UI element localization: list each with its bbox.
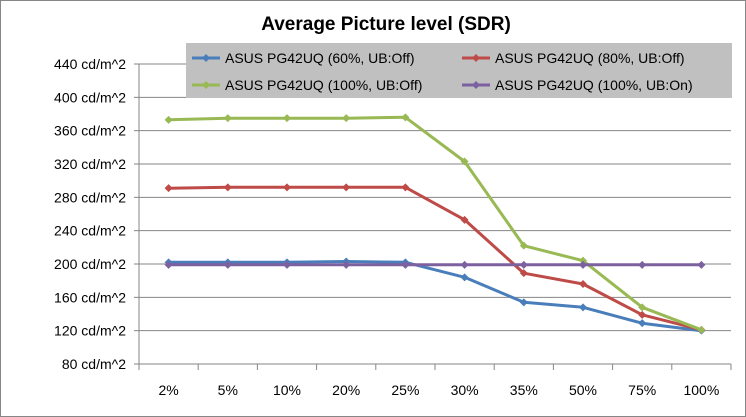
series-4	[164, 260, 706, 269]
data-point	[164, 115, 173, 124]
y-tick-label: 240 cd/m^2	[54, 223, 126, 239]
data-point	[638, 310, 647, 319]
y-tick-label: 280 cd/m^2	[54, 189, 126, 205]
x-tick-label: 25%	[391, 382, 419, 398]
axes	[134, 63, 732, 370]
legend-marker	[202, 81, 210, 89]
data-point	[283, 114, 291, 123]
data-point	[283, 183, 291, 192]
data-point	[342, 114, 351, 123]
series-1	[164, 257, 706, 335]
legend-label: ASUS PG42UQ (80%, UB:Off)	[495, 50, 685, 66]
y-tick-label: 440 cd/m^2	[54, 56, 126, 72]
data-point	[460, 157, 469, 166]
data-point	[164, 184, 173, 193]
x-tick-label: 75%	[628, 382, 656, 398]
y-tick-label: 80 cd/m^2	[62, 356, 126, 372]
data-point	[223, 260, 232, 269]
data-point	[223, 183, 232, 192]
x-tick-label: 30%	[451, 382, 479, 398]
data-point	[401, 113, 410, 122]
legend-item: ASUS PG42UQ (60%, UB:Off)	[192, 50, 415, 66]
data-point	[401, 183, 410, 192]
y-tick-label: 320 cd/m^2	[54, 156, 126, 172]
data-point	[579, 256, 587, 265]
legend-marker	[472, 54, 480, 62]
data-point	[697, 325, 706, 334]
legend-item: ASUS PG42UQ (80%, UB:Off)	[462, 50, 685, 66]
data-point	[579, 303, 587, 312]
data-point	[638, 260, 647, 269]
chart-title: Average Picture level (SDR)	[261, 14, 511, 35]
x-tick-label: 50%	[569, 382, 597, 398]
data-point	[638, 303, 647, 312]
data-point	[460, 260, 469, 269]
legend-box	[186, 43, 732, 98]
data-point	[342, 183, 351, 192]
data-point	[401, 260, 410, 269]
data-point	[519, 269, 528, 278]
legend-label: ASUS PG42UQ (60%, UB:Off)	[225, 50, 415, 66]
y-axis-tick-labels: 80 cd/m^2 120 cd/m^2 160 cd/m^2 200 cd/m^2 2…	[54, 56, 126, 372]
y-tick-label: 120 cd/m^2	[54, 323, 126, 339]
legend-label: ASUS PG42UQ (100%, UB:Off)	[225, 77, 422, 93]
data-point	[460, 215, 469, 224]
data-point	[519, 298, 528, 307]
series-line	[168, 260, 702, 333]
data-point	[697, 260, 706, 269]
series-layer	[164, 113, 706, 335]
legend-item: ASUS PG42UQ (100%, UB:On)	[462, 77, 693, 93]
x-tick-label: 2%	[158, 382, 178, 398]
y-tick-label: 400 cd/m^2	[54, 89, 126, 105]
series-line	[168, 115, 702, 332]
data-point	[460, 273, 469, 282]
y-tick-label: 200 cd/m^2	[54, 256, 126, 272]
data-point	[519, 260, 528, 269]
x-tick-label: 20%	[332, 382, 360, 398]
x-tick-label: 10%	[273, 382, 301, 398]
data-point	[223, 114, 232, 123]
legend-marker	[202, 54, 210, 62]
data-point	[638, 319, 647, 328]
y-tick-label: 360 cd/m^2	[54, 123, 126, 139]
gridlines	[139, 63, 731, 332]
x-axis-tick-labels: 2% 5% 10% 20% 25% 30% 35% 50% 75% 100%	[158, 382, 719, 398]
legend-label: ASUS PG42UQ (100%, UB:On)	[495, 77, 693, 93]
series-line	[168, 185, 702, 332]
x-tick-label: 100%	[683, 382, 719, 398]
data-point	[579, 280, 587, 288]
data-point	[164, 260, 173, 269]
legend-marker	[472, 81, 480, 89]
series-2	[164, 183, 706, 334]
legend: ASUS PG42UQ (60%, UB:Off) ASUS PG42UQ (80…	[186, 43, 732, 98]
x-tick-label: 35%	[510, 382, 538, 398]
series-3	[164, 113, 706, 334]
x-tick-label: 5%	[218, 382, 238, 398]
data-point	[283, 260, 291, 269]
data-point	[342, 260, 351, 269]
y-tick-label: 160 cd/m^2	[54, 289, 126, 305]
data-point	[519, 241, 528, 250]
legend-item: ASUS PG42UQ (100%, UB:Off)	[192, 77, 422, 93]
data-point	[579, 260, 587, 269]
